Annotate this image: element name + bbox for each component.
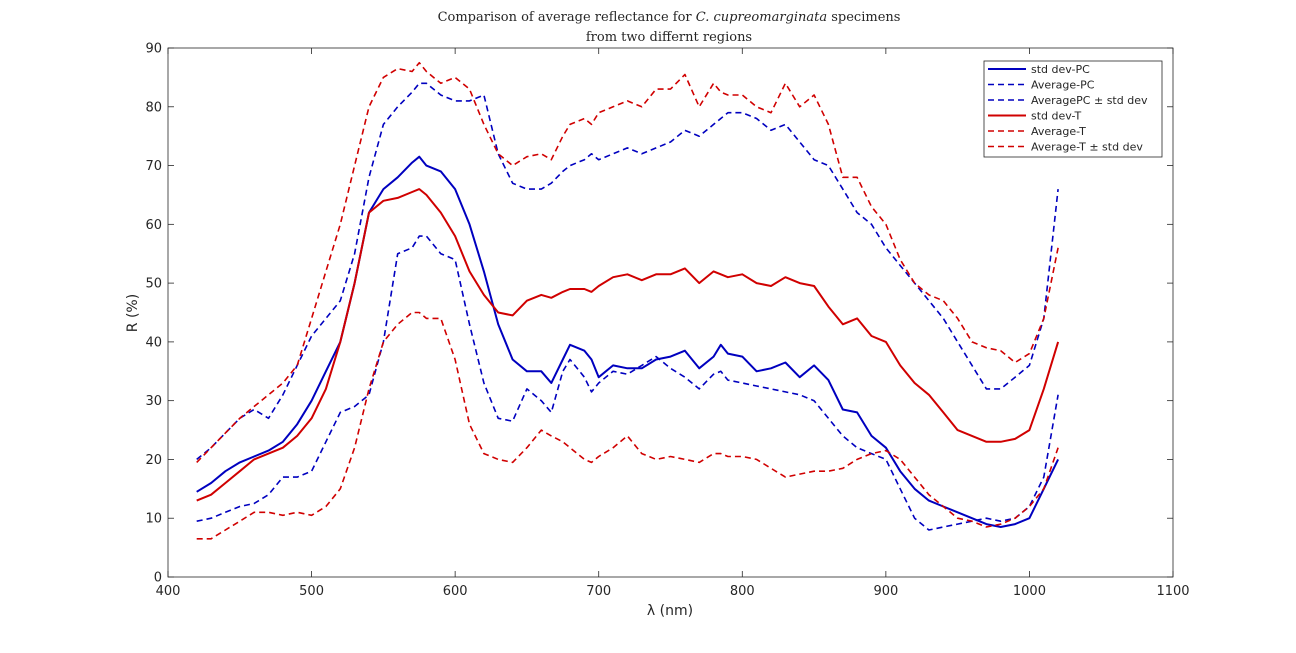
y-tick-label: 70 xyxy=(145,159,162,174)
legend: std dev-PC Average-PC AveragePC ± std dev s… xyxy=(983,60,1163,158)
x-tick-label: 1100 xyxy=(1156,584,1189,599)
y-tick-label: 80 xyxy=(145,100,162,115)
legend-label-6: Average-T ± std dev xyxy=(1031,141,1143,154)
chart-title-line1: Comparison of average reflectance for C.… xyxy=(438,10,901,25)
x-tick-label: 500 xyxy=(299,584,324,599)
series-line-5 xyxy=(196,61,1059,463)
legend-label-1: std dev-PC xyxy=(1031,63,1090,76)
x-tick-label: 600 xyxy=(443,584,468,599)
x-tick-label: 1000 xyxy=(1013,584,1046,599)
series-line-2 xyxy=(196,82,1059,461)
legend-box xyxy=(983,60,1163,158)
legend-label-5: Average-T xyxy=(1031,125,1086,138)
y-tick-label: 10 xyxy=(145,512,162,527)
y-axis-label: R (%) xyxy=(125,294,141,332)
plot-frame xyxy=(167,47,1174,578)
series-line-3 xyxy=(196,235,1059,531)
y-tick-label: 90 xyxy=(145,42,162,57)
plot-area xyxy=(196,61,1060,540)
y-tick-label: 40 xyxy=(145,335,162,350)
legend-label-2: Average-PC xyxy=(1031,79,1095,92)
chart-title-line2: from two differnt regions xyxy=(586,30,752,45)
x-tick-label: 400 xyxy=(156,584,181,599)
x-axis-label: λ (nm) xyxy=(647,603,693,619)
y-tick-label: 30 xyxy=(145,394,162,409)
y-tick-label: 0 xyxy=(154,571,162,586)
legend-label-4: std dev-T xyxy=(1031,110,1081,123)
x-tick-label: 700 xyxy=(586,584,611,599)
series-line-6 xyxy=(196,311,1059,540)
y-tick-label: 50 xyxy=(145,277,162,292)
x-tick-label: 800 xyxy=(730,584,755,599)
legend-label-3: AveragePC ± std dev xyxy=(1031,94,1148,107)
y-tick-label: 20 xyxy=(145,453,162,468)
y-tick-label: 60 xyxy=(145,218,162,233)
x-tick-label: 900 xyxy=(873,584,898,599)
axes: 400 500 600 700 800 900 1000 1100 0 10 20 30 40 50 60 7… xyxy=(145,42,1189,600)
series-line-4 xyxy=(196,188,1060,502)
